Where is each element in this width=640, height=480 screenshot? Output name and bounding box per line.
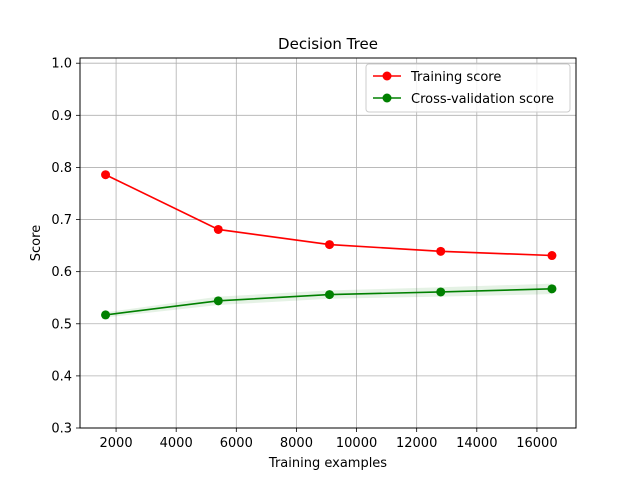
y-tick-label: 0.6 [51, 265, 72, 280]
legend: Training score Cross-validation score [365, 63, 571, 113]
x-tick-label: 12000 [396, 436, 437, 451]
legend-label-cv: Cross-validation score [411, 92, 554, 107]
y-tick-label: 0.4 [51, 369, 72, 384]
point-cv [101, 310, 111, 320]
legend-marker-cv [382, 93, 392, 103]
x-tick-label: 2000 [100, 436, 133, 451]
point-training [325, 240, 335, 250]
x-axis-ticks: 2000 4000 6000 8000 10000 12000 14000 16000 [100, 428, 558, 451]
plot-frame [79, 57, 577, 429]
point-cv [213, 296, 223, 306]
y-axis-label: Score [29, 225, 44, 261]
y-tick-label: 0.8 [51, 161, 72, 176]
point-training [101, 170, 111, 180]
x-tick-label: 8000 [280, 436, 313, 451]
point-training [547, 251, 557, 261]
y-tick-label: 0.7 [51, 213, 72, 228]
x-tick-label: 4000 [160, 436, 193, 451]
point-training [213, 224, 223, 234]
point-cv [325, 290, 335, 300]
x-axis-label: Training examples [268, 456, 387, 471]
x-tick-label: 16000 [516, 436, 557, 451]
series-lines [101, 170, 557, 320]
point-cv [547, 284, 557, 294]
y-tick-label: 1.0 [51, 57, 72, 72]
x-tick-label: 14000 [456, 436, 497, 451]
y-tick-label: 0.3 [51, 422, 72, 437]
chart-title: Decision Tree [278, 35, 378, 53]
point-cv [436, 287, 446, 297]
x-tick-label: 10000 [336, 436, 377, 451]
y-tick-label: 0.5 [51, 317, 72, 332]
legend-box [365, 63, 571, 113]
y-axis-ticks: 0.3 0.4 0.5 0.6 0.7 0.8 0.9 1.0 [51, 57, 80, 437]
legend-marker-training [382, 71, 392, 81]
y-tick-label: 0.9 [51, 109, 72, 124]
point-training [436, 246, 446, 256]
legend-label-training: Training score [410, 70, 501, 85]
x-tick-label: 6000 [220, 436, 253, 451]
